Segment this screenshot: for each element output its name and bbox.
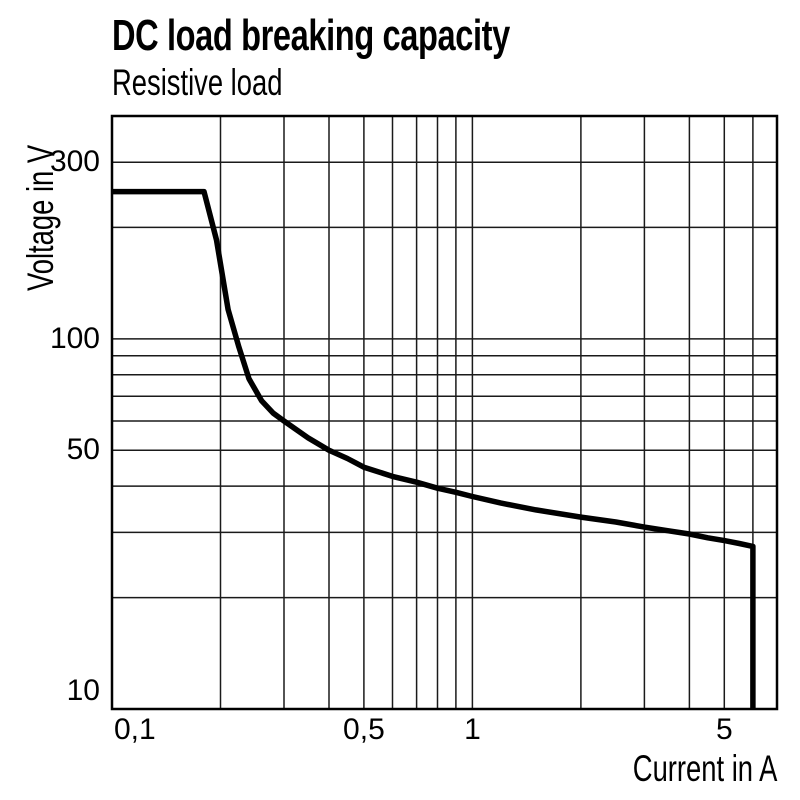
y-tick-label: 10 (66, 674, 100, 707)
x-tick-label: 5 (715, 713, 733, 746)
chart-subtitle: Resistive load (112, 62, 283, 103)
x-tick-label: 1 (464, 713, 481, 746)
x-tick-label: 0,1 (114, 713, 156, 746)
x-axis-title: Current in A (632, 748, 777, 789)
chart-title: DC load breaking capacity (112, 11, 510, 60)
y-tick-label: 300 (49, 145, 100, 179)
grid-lines (111, 115, 778, 710)
y-tick-label: 100 (49, 321, 100, 355)
y-tick-label: 50 (66, 433, 100, 467)
x-tick-label: 0,5 (343, 713, 385, 746)
plot-border (110, 114, 779, 711)
data-curve (112, 188, 756, 709)
